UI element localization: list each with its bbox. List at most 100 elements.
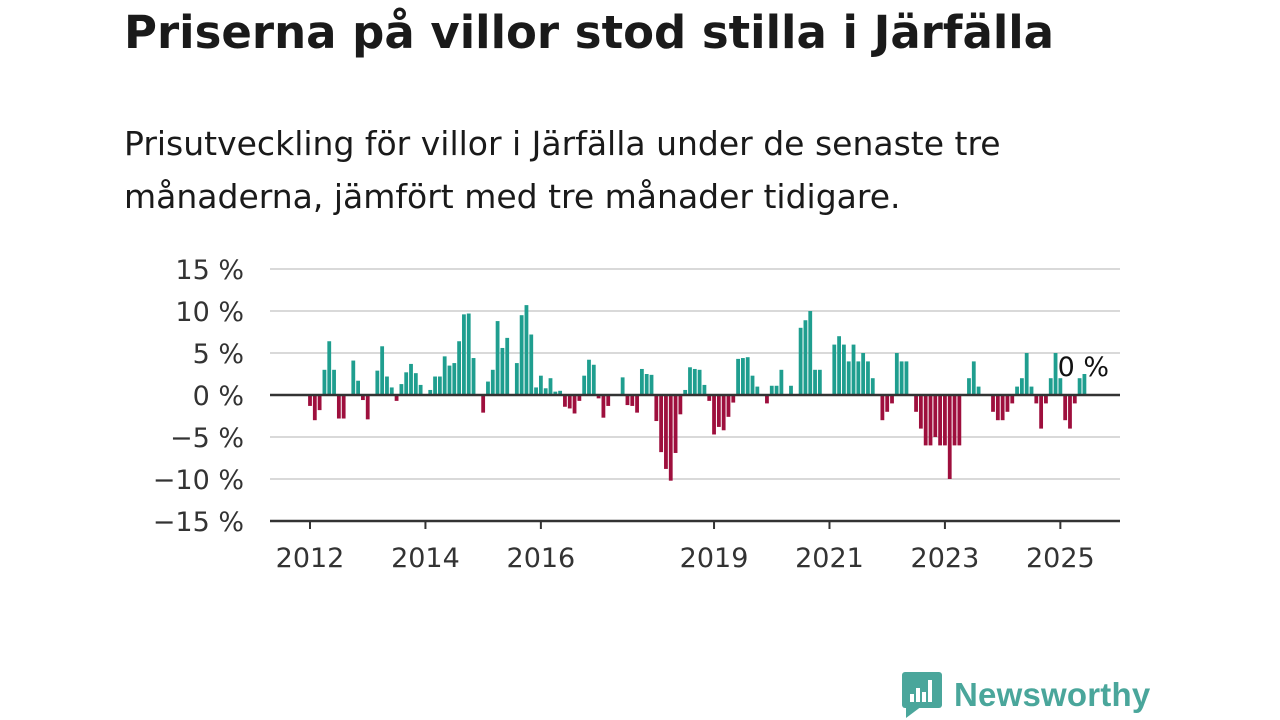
bar (832, 344, 837, 395)
bar (606, 395, 611, 406)
y-tick-label: −15 % (153, 507, 244, 538)
bar (1039, 395, 1044, 429)
bar (409, 363, 413, 395)
bar (899, 361, 904, 395)
x-tick-label: 2016 (507, 543, 576, 574)
bar (765, 395, 769, 404)
bar (1010, 395, 1015, 404)
bar (553, 391, 558, 395)
bar (351, 360, 356, 395)
bar (870, 378, 875, 395)
x-tick-label: 2014 (391, 543, 460, 574)
bar (654, 395, 659, 422)
bar (630, 395, 635, 406)
bar (918, 395, 923, 429)
bar (635, 395, 639, 413)
bar (437, 376, 442, 395)
x-tick-label: 2019 (680, 543, 749, 574)
y-tick-label: −10 % (153, 465, 244, 496)
y-tick-label: 5 % (193, 339, 244, 370)
bar (529, 334, 534, 395)
bar (322, 369, 327, 395)
bar (664, 395, 668, 469)
bar (712, 395, 716, 435)
bar (577, 395, 582, 401)
bar (375, 370, 380, 395)
bar (1005, 395, 1010, 412)
bar (644, 374, 649, 395)
bar (317, 395, 322, 411)
bar (938, 395, 943, 446)
bar (1068, 395, 1072, 429)
bar (721, 395, 726, 431)
bar (755, 386, 760, 395)
chart-subtitle: Prisutveckling för villor i Järfälla und… (124, 124, 1001, 216)
bar (394, 395, 399, 401)
bar (404, 372, 409, 395)
newsworthy-logo-icon (902, 672, 942, 718)
bar (389, 387, 394, 395)
bar (361, 395, 365, 401)
x-tick-label: 2012 (276, 543, 345, 574)
bar (514, 363, 519, 395)
bar (1048, 378, 1053, 395)
bar (490, 369, 495, 395)
bar (1029, 386, 1034, 395)
bar (534, 387, 538, 395)
bar (1024, 353, 1029, 395)
bar (457, 341, 462, 395)
latest-value-annotation: 0 % (1058, 352, 1109, 383)
bar (312, 395, 317, 421)
bar (442, 356, 447, 395)
bar (923, 395, 928, 446)
bar (572, 395, 577, 414)
bar (774, 385, 779, 395)
bar (779, 369, 784, 395)
bar (914, 395, 918, 412)
bar (1082, 374, 1087, 395)
bar (505, 337, 510, 395)
bar (668, 395, 673, 481)
bar (731, 395, 736, 403)
x-tick-label: 2023 (911, 543, 980, 574)
bar (808, 311, 813, 395)
bar (683, 389, 688, 395)
bar (1044, 395, 1048, 404)
bar (365, 395, 370, 420)
bar (750, 375, 755, 395)
bar (673, 395, 678, 453)
bar (678, 395, 683, 415)
bar (418, 384, 423, 395)
bar (524, 305, 529, 395)
bar (697, 369, 702, 395)
bars (308, 305, 1087, 481)
bar (639, 368, 644, 395)
bar (846, 361, 851, 395)
bar (543, 388, 548, 395)
bar (1058, 378, 1063, 395)
bar (1053, 353, 1058, 395)
y-tick-label: 0 % (193, 381, 244, 412)
bar (558, 390, 563, 395)
bar (716, 395, 721, 427)
bar (688, 367, 692, 395)
bar (976, 386, 981, 395)
brand-logo: Newsworthy (902, 670, 1150, 720)
x-tick-label: 2025 (1026, 543, 1095, 574)
bar (842, 344, 846, 395)
bar (866, 361, 870, 395)
bar (707, 395, 712, 401)
bar (466, 313, 471, 395)
bar (817, 369, 822, 395)
bar (582, 375, 587, 395)
bar (991, 395, 995, 412)
bar (649, 374, 654, 395)
bar (433, 376, 437, 395)
bar (1072, 395, 1077, 404)
bar (957, 395, 962, 446)
y-tick-label: 15 % (175, 255, 244, 286)
bar (1034, 395, 1039, 404)
bar (1019, 378, 1024, 395)
bar (967, 378, 971, 395)
